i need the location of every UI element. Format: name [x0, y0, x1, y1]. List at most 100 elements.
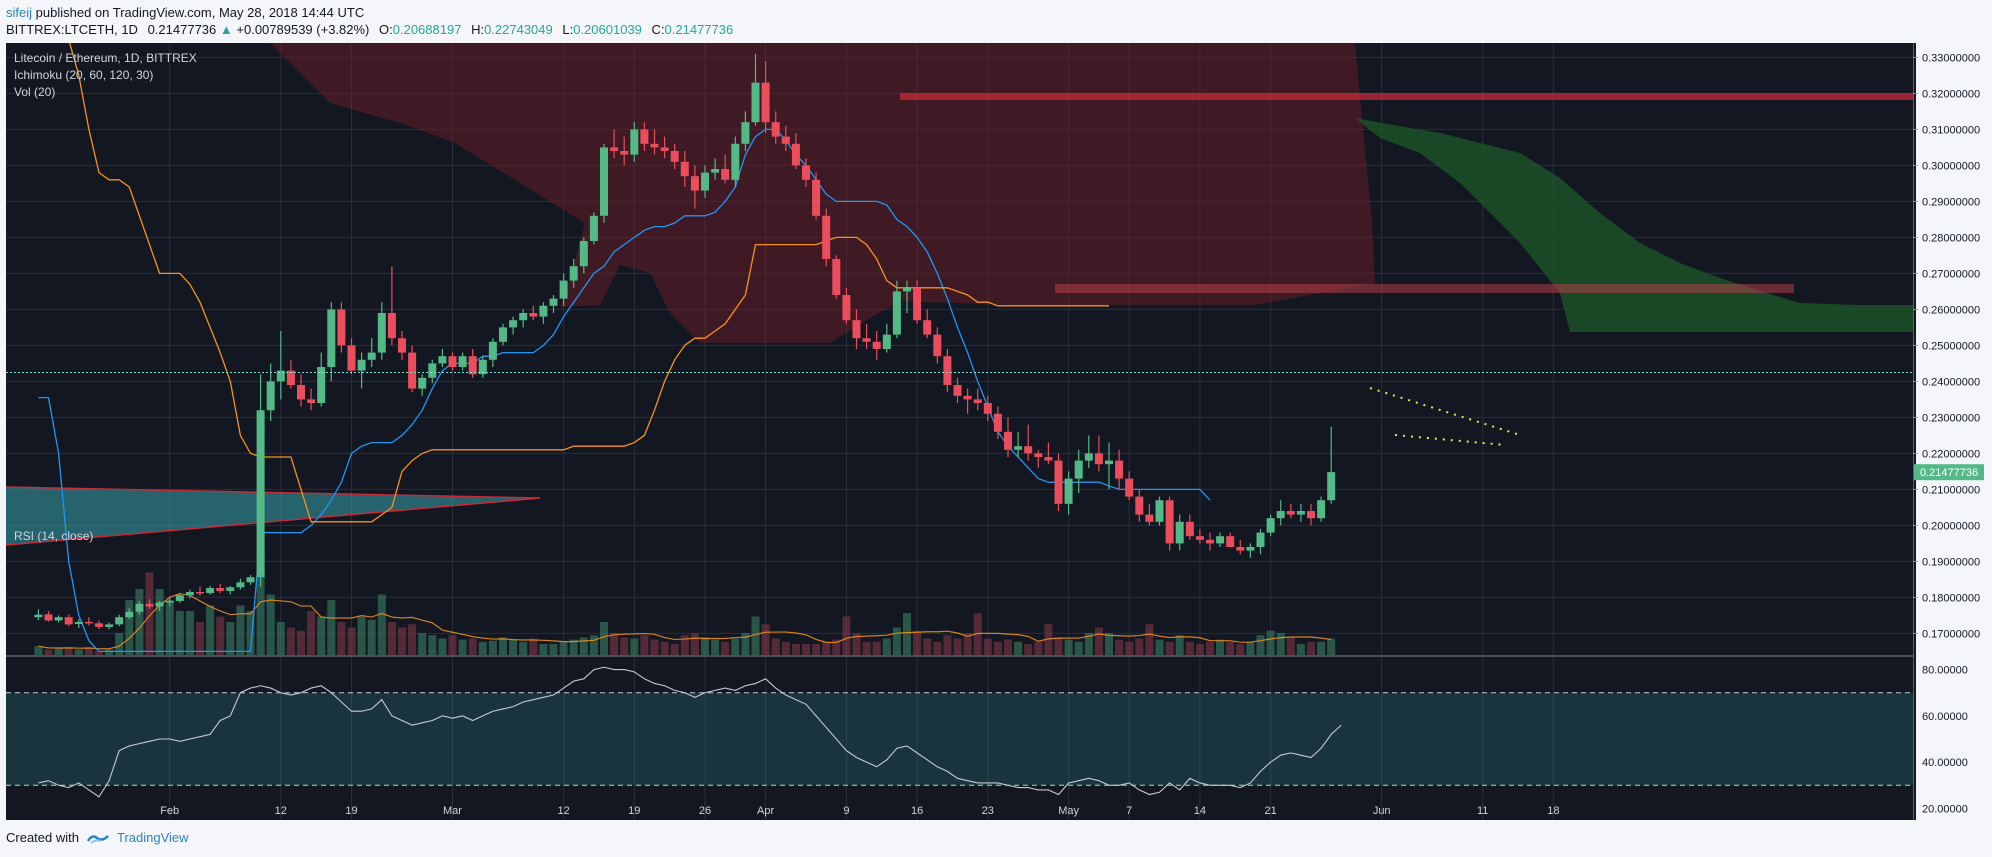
candle-body	[257, 410, 265, 577]
candle-body	[1095, 453, 1103, 464]
candle-body	[489, 342, 497, 360]
resistance-zone-026[interactable]	[1055, 284, 1794, 293]
volume-bar	[873, 642, 881, 655]
volume-bar	[368, 620, 376, 655]
price-tick-label: 0.30000000	[1922, 160, 1980, 172]
candle-body	[307, 399, 315, 403]
volume-bar	[691, 633, 699, 655]
candle-body	[378, 313, 386, 353]
volume-bar	[438, 639, 446, 656]
created-with-label: Created with	[6, 830, 79, 845]
candle-body	[297, 385, 305, 399]
rsi-tick-label: 80.00000	[1922, 665, 1968, 677]
volume-bar	[1014, 642, 1022, 655]
candle-body	[1186, 522, 1194, 536]
volume-bar	[34, 646, 42, 655]
footer: Created with TradingView	[6, 830, 189, 845]
volume-bar	[610, 633, 618, 655]
candle-body	[832, 259, 840, 295]
price-chart[interactable]: 0.33000000 0.32000000 0.31000000 0.30000000…	[0, 43, 1992, 823]
candle-body	[267, 381, 275, 410]
volume-bar	[479, 642, 487, 655]
price-tick-label: 0.24000000	[1922, 376, 1980, 388]
up-arrow-icon: ▲	[220, 22, 233, 37]
candle-body	[590, 216, 598, 241]
candle-body	[1236, 547, 1244, 551]
volume-bar	[994, 642, 1002, 655]
volume-bar	[600, 622, 608, 655]
candle-body	[1115, 461, 1123, 479]
time-tick-label: 23	[982, 805, 994, 817]
candle-body	[418, 378, 426, 389]
candle-body	[34, 615, 42, 618]
time-tick-label: 21	[1264, 805, 1276, 817]
candle-body	[853, 320, 861, 338]
candle-body	[1246, 547, 1254, 551]
time-tick-label: 18	[1547, 805, 1559, 817]
candle-body	[741, 122, 749, 144]
tradingview-link[interactable]: TradingView	[117, 830, 189, 845]
volume-bar	[1176, 635, 1184, 655]
volume-bar	[529, 639, 537, 656]
candle-body	[802, 165, 810, 179]
ichimoku-legend: Ichimoku (20, 60, 120, 30)	[14, 68, 153, 82]
candle-body	[923, 320, 931, 334]
candle-body	[459, 356, 467, 367]
candle-body	[721, 169, 729, 180]
time-tick-label: Jun	[1373, 805, 1391, 817]
candle-body	[529, 313, 537, 317]
volume-bar	[1287, 637, 1295, 655]
volume-bar	[1246, 642, 1254, 655]
volume-bar	[701, 637, 709, 655]
candle-body	[156, 602, 164, 606]
candle-body	[226, 587, 234, 591]
candle-body	[398, 338, 406, 352]
candle-body	[1297, 511, 1305, 515]
open-value: 0.20688197	[393, 22, 462, 37]
candle-body	[701, 173, 709, 191]
volume-bar	[236, 606, 244, 656]
volume-bar	[671, 644, 679, 655]
volume-bar	[1156, 640, 1164, 655]
volume-bar	[337, 622, 345, 655]
candle-body	[247, 577, 255, 582]
candle-body	[560, 281, 568, 299]
candle-body	[1135, 497, 1143, 515]
volume-bar	[620, 637, 628, 655]
candle-body	[681, 162, 689, 176]
candle-body	[570, 266, 578, 280]
volume-bar	[1307, 642, 1315, 655]
price-tick-label: 0.32000000	[1922, 88, 1980, 100]
candle-body	[1014, 446, 1022, 450]
volume-bar	[226, 622, 234, 655]
candle-body	[469, 356, 477, 374]
candle-body	[994, 414, 1002, 432]
candle-body	[974, 399, 982, 403]
resistance-zone-031[interactable]	[900, 93, 1913, 100]
volume-bar	[1317, 642, 1325, 655]
volume-bar	[105, 650, 113, 656]
candle-body	[1125, 479, 1133, 497]
author-link[interactable]: sifeij	[6, 5, 32, 20]
candle-body	[954, 385, 962, 396]
time-tick-label: 16	[911, 805, 923, 817]
last-price-badge-label: 0.21477736	[1920, 467, 1978, 479]
candle-body	[711, 169, 719, 173]
volume-bar	[1267, 631, 1275, 655]
volume-bar	[651, 640, 659, 655]
volume-bar	[580, 637, 588, 655]
candle-body	[1267, 518, 1275, 532]
price-tick-label: 0.29000000	[1922, 196, 1980, 208]
candle-body	[822, 216, 830, 259]
volume-bar	[1024, 644, 1032, 655]
volume-bar	[630, 639, 638, 656]
volume-bar	[1257, 635, 1265, 655]
volume-bar	[1206, 642, 1214, 655]
symbol-label: BITTREX:LTCETH, 1D	[6, 22, 138, 37]
volume-bar	[772, 639, 780, 656]
volume-bar	[681, 635, 689, 655]
volume-bar	[1236, 644, 1244, 655]
volume-bar	[166, 600, 174, 655]
candle-body	[216, 588, 224, 591]
volume-bar	[1125, 642, 1133, 655]
